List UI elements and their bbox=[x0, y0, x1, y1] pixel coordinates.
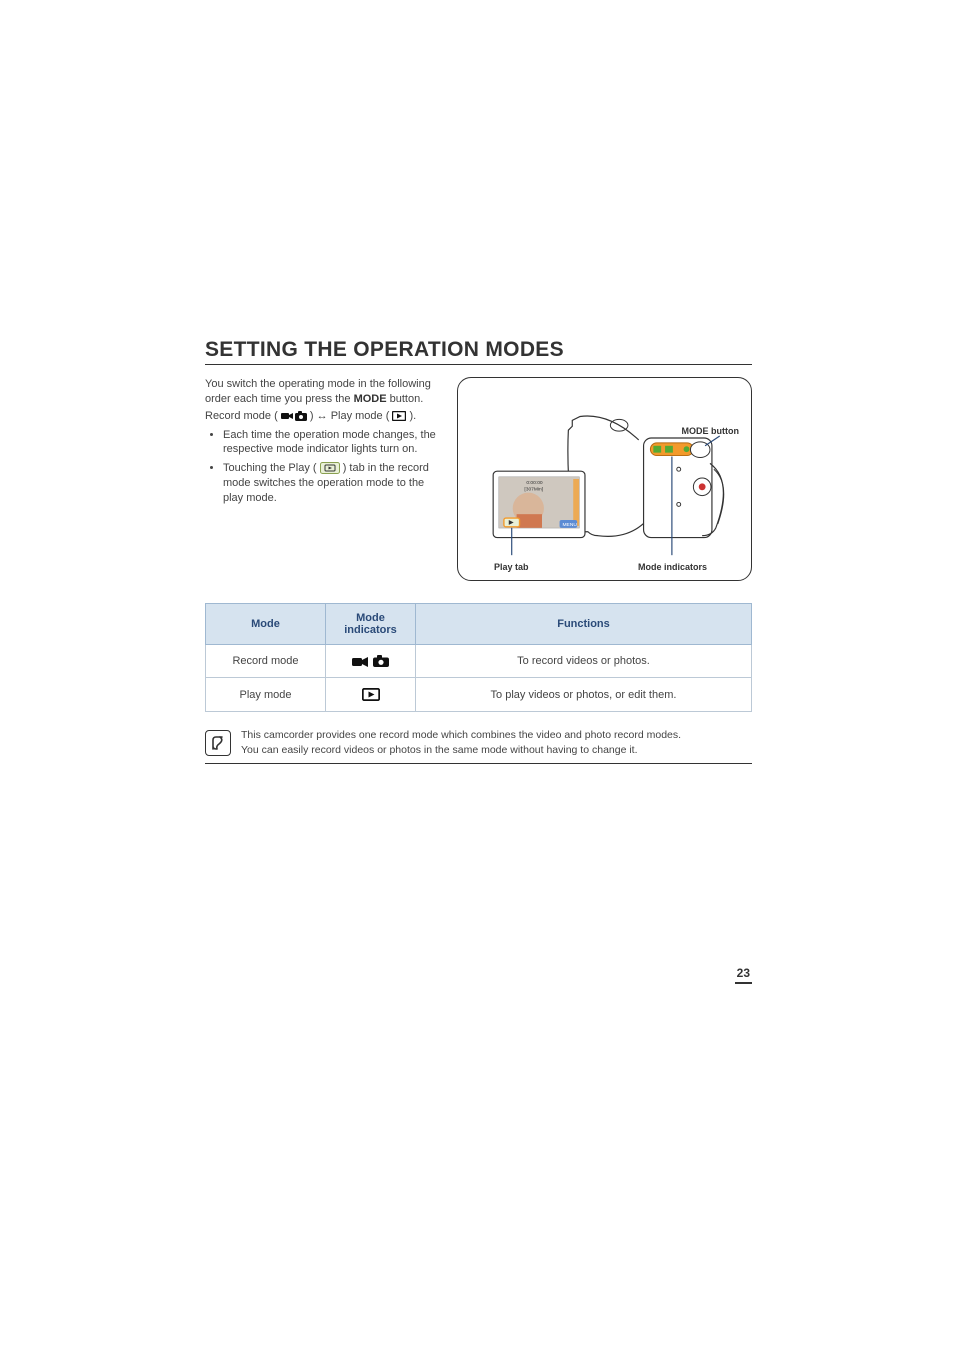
record-mode-icons bbox=[281, 411, 307, 421]
cell-indicator-record bbox=[326, 645, 416, 678]
table-row: Record mode To record videos or photos. bbox=[206, 645, 752, 678]
th-indicators: Mode indicators bbox=[326, 604, 416, 645]
cell-func: To record videos or photos. bbox=[416, 645, 752, 678]
play-tab-label: Play tab bbox=[494, 562, 529, 572]
th-mode: Mode bbox=[206, 604, 326, 645]
cell-mode: Play mode bbox=[206, 678, 326, 712]
play-mode-label: Play mode ( bbox=[331, 410, 390, 422]
bullet-2: Touching the Play ( ) tab in the record … bbox=[223, 461, 445, 506]
bullet2-prefix: Touching the Play ( bbox=[223, 462, 317, 474]
record-mode-label: Record mode ( bbox=[205, 410, 278, 422]
note-line1: This camcorder provides one record mode … bbox=[241, 728, 681, 743]
play-close: ). bbox=[410, 410, 417, 422]
svg-text:0:00:00: 0:00:00 bbox=[526, 480, 543, 486]
play-mode-icon bbox=[392, 411, 406, 421]
table-row: Play mode To play videos or photos, or e… bbox=[206, 678, 752, 712]
mode-arrow: ↔ bbox=[317, 410, 331, 422]
bullet-1: Each time the operation mode changes, th… bbox=[223, 428, 445, 458]
cell-indicator-play bbox=[326, 678, 416, 712]
mode-indicators-label: Mode indicators bbox=[638, 562, 707, 572]
camcorder-diagram: 0:00:00 [307Min] MENU MODE button Play t… bbox=[457, 377, 752, 581]
mode-word: MODE bbox=[354, 393, 387, 405]
intro-part1-after: button. bbox=[387, 393, 424, 405]
note-line2: You can easily record videos or photos i… bbox=[241, 743, 681, 758]
note: This camcorder provides one record mode … bbox=[205, 728, 752, 764]
svg-text:MENU: MENU bbox=[563, 522, 578, 528]
page-number-wrap: 23 bbox=[205, 964, 752, 982]
note-icon bbox=[205, 730, 231, 756]
page-number: 23 bbox=[735, 966, 752, 984]
record-close: ) bbox=[310, 410, 314, 422]
play-tab-inline-icon bbox=[320, 462, 340, 474]
svg-text:[307Min]: [307Min] bbox=[524, 487, 543, 493]
th-functions: Functions bbox=[416, 604, 752, 645]
page-title: SETTING THE OPERATION MODES bbox=[205, 338, 752, 365]
intro-text: You switch the operating mode in the fol… bbox=[205, 377, 445, 581]
cell-mode: Record mode bbox=[206, 645, 326, 678]
mode-button-label: MODE button bbox=[682, 426, 740, 436]
cell-func: To play videos or photos, or edit them. bbox=[416, 678, 752, 712]
modes-table: Mode Mode indicators Functions Record mo… bbox=[205, 603, 752, 712]
